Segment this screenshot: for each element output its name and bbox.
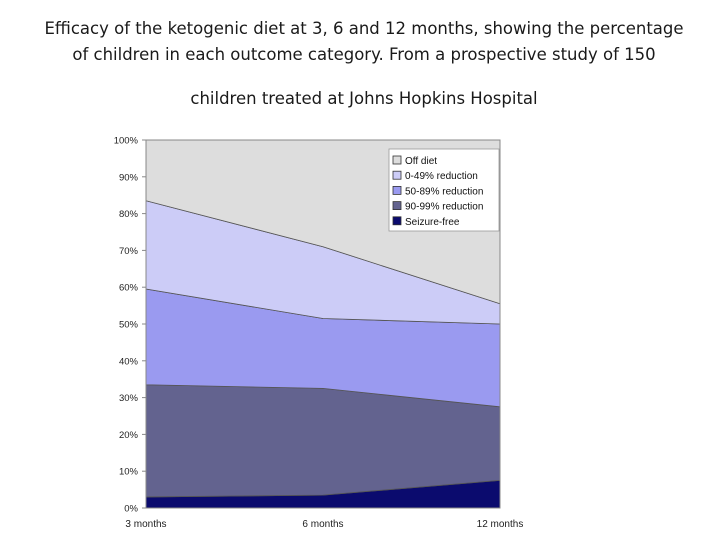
title-line-1: Efficacy of the ketogenic diet at 3, 6 a… <box>44 19 684 38</box>
x-tick-label: 6 months <box>302 519 343 530</box>
y-tick-label: 30% <box>119 393 139 404</box>
legend-box <box>388 148 500 232</box>
legend-swatch <box>392 170 402 180</box>
y-tick-label: 0% <box>124 504 138 515</box>
y-tick-label: 70% <box>119 246 139 257</box>
title-line-2: of children in each outcome category. Fr… <box>72 45 656 64</box>
legend-label: Off diet <box>405 156 437 167</box>
y-tick-label: 100% <box>114 136 139 147</box>
legend-label: 50-89% reduction <box>405 186 483 197</box>
y-tick-label: 10% <box>119 467 139 478</box>
y-tick-label: 90% <box>119 172 139 183</box>
legend-swatch <box>392 201 402 211</box>
title-line-3: children treated at Johns Hopkins Hospit… <box>190 89 538 108</box>
axes: 0% 10% 20% 30% 40% 50% 60% 70% 80% 90% 100% 3 month… <box>114 136 524 531</box>
legend: Off diet 0-49% reduction 50-89% reduction 9… <box>388 148 500 232</box>
y-tick-label: 60% <box>119 283 139 294</box>
y-tick-label: 80% <box>119 209 139 220</box>
chart-title: Efficacy of the ketogenic diet at 3, 6 a… <box>0 16 728 112</box>
legend-swatch <box>392 155 402 165</box>
legend-swatch <box>392 185 402 195</box>
y-tick-label: 50% <box>119 320 139 331</box>
legend-label: 90-99% reduction <box>405 202 483 213</box>
legend-swatch <box>392 216 402 226</box>
y-tick-label: 20% <box>119 430 139 441</box>
legend-label: Seizure-free <box>405 217 460 228</box>
y-tick-label: 40% <box>119 356 139 367</box>
x-tick-label: 12 months <box>477 519 524 530</box>
legend-label: 0-49% reduction <box>405 171 478 182</box>
x-tick-label: 3 months <box>125 519 166 530</box>
